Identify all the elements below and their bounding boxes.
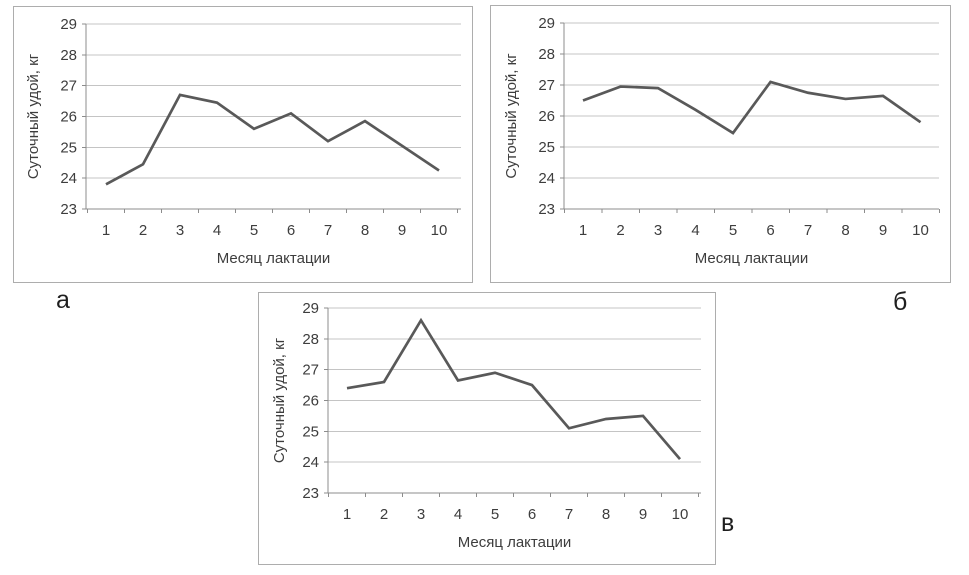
y-tick-label: 25 (302, 423, 319, 440)
chart-panel-b: 23 24 25 26 27 28 29 1 2 3 4 5 6 7 8 9 10 Месяц лактации С… (490, 5, 951, 283)
x-tick-label: 5 (729, 222, 737, 239)
y-tick-label: 27 (538, 77, 555, 94)
y-tick-label: 26 (538, 108, 555, 125)
data-line (105, 93, 440, 186)
y-tick-label: 24 (60, 170, 77, 187)
x-axis-title: Месяц лактации (695, 250, 809, 267)
y-tick-label: 23 (302, 485, 319, 502)
y-tick-label: 26 (60, 109, 77, 126)
y-tick-label: 27 (60, 78, 77, 95)
x-tick-label: 4 (691, 222, 699, 239)
y-axis-title: Суточный удой, кг (503, 53, 520, 179)
y-tick-label: 24 (302, 454, 319, 471)
x-tick-label: 7 (565, 506, 573, 523)
data-line (346, 317, 682, 460)
data-line (582, 80, 922, 135)
chart-panel-a: 23 24 25 26 27 28 29 1 2 3 4 5 6 7 8 9 10 Месяц лактации С… (13, 6, 473, 283)
panel-label-a: а (56, 286, 70, 314)
x-tick-label: 2 (380, 506, 388, 523)
y-tick-label: 29 (60, 16, 77, 33)
x-tick-label: 6 (528, 506, 536, 523)
x-tick-label: 4 (454, 506, 462, 523)
panel-label-b: б (893, 288, 908, 316)
x-tick-label: 7 (324, 222, 332, 239)
panel-label-v: в (721, 509, 735, 537)
y-axis-title: Суточный удой, кг (25, 53, 42, 179)
x-tick-label: 8 (841, 222, 849, 239)
x-tick-label: 6 (287, 222, 295, 239)
y-axis-title: Суточный удой, кг (271, 337, 288, 463)
y-tick-label: 23 (60, 201, 77, 218)
y-tick-label: 27 (302, 362, 319, 379)
y-tick-label: 28 (538, 46, 555, 63)
x-tick-label: 1 (343, 506, 351, 523)
x-tick-label: 4 (213, 222, 221, 239)
x-tick-label: 5 (250, 222, 258, 239)
x-tick-label: 2 (616, 222, 624, 239)
x-tick-label: 10 (431, 222, 448, 239)
x-tick-label: 1 (579, 222, 587, 239)
x-tick-label: 3 (176, 222, 184, 239)
x-tick-label: 7 (804, 222, 812, 239)
x-tick-label: 2 (139, 222, 147, 239)
x-tick-label: 9 (398, 222, 406, 239)
x-tick-label: 5 (491, 506, 499, 523)
y-tick-label: 26 (302, 393, 319, 410)
chart-panel-v: 23 24 25 26 27 28 29 1 2 3 4 5 6 7 8 9 10 Месяц лактации С… (258, 292, 716, 565)
x-axis-title: Месяц лактации (458, 534, 572, 551)
y-tick-label: 29 (302, 300, 319, 317)
y-tick-label: 24 (538, 170, 555, 187)
y-tick-label: 29 (538, 15, 555, 32)
x-tick-label: 3 (654, 222, 662, 239)
x-tick-label: 8 (602, 506, 610, 523)
x-tick-label: 9 (639, 506, 647, 523)
x-tick-label: 3 (417, 506, 425, 523)
y-tick-label: 28 (60, 47, 77, 64)
y-tick-label: 23 (538, 201, 555, 218)
x-tick-label: 1 (102, 222, 110, 239)
x-tick-label: 8 (361, 222, 369, 239)
y-tick-label: 25 (60, 139, 77, 156)
y-tick-label: 28 (302, 331, 319, 348)
y-tick-label: 25 (538, 139, 555, 156)
x-tick-label: 10 (672, 506, 689, 523)
x-tick-label: 6 (766, 222, 774, 239)
x-tick-label: 9 (879, 222, 887, 239)
x-tick-label: 10 (912, 222, 929, 239)
x-axis-title: Месяц лактации (217, 250, 331, 267)
